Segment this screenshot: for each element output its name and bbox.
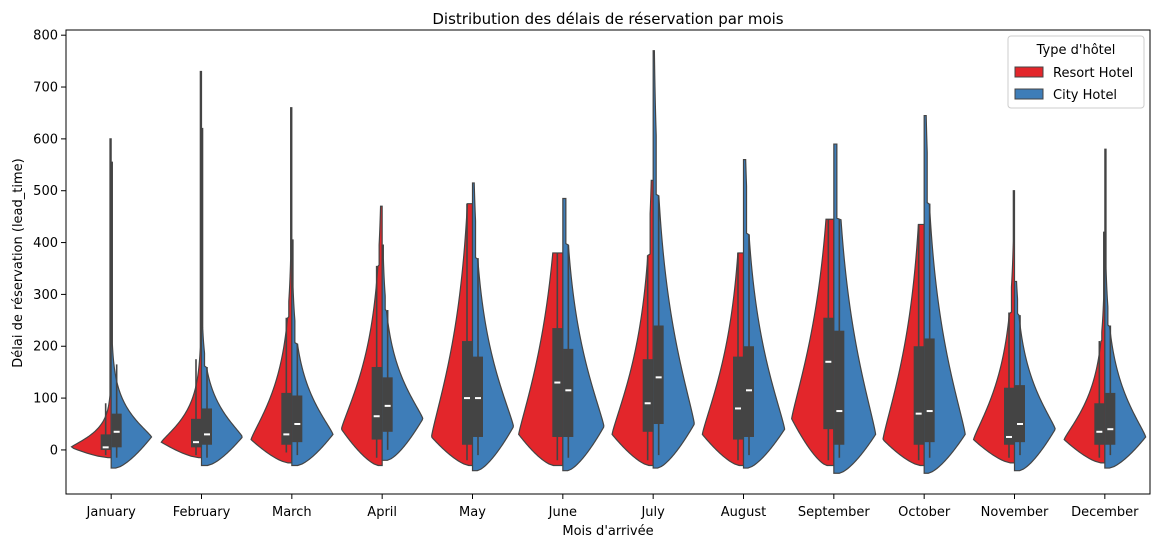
inner-box [111,413,122,448]
violin-resort-june [518,252,564,467]
inner-box [563,348,574,437]
y-tick-label: 100 [33,392,58,407]
x-tick-label: July [640,505,665,520]
inner-box [924,338,935,443]
inner-box [823,317,834,430]
violin-resort-march [250,107,293,464]
x-tick-label: June [548,505,577,520]
x-tick-label: December [1071,505,1139,520]
inner-box [100,434,111,450]
inner-box [462,341,472,445]
x-tick-label: November [981,505,1049,520]
y-tick-label: 200 [33,340,58,355]
y-axis: 0 100 200 300 400 500 600 700 800 [33,29,66,458]
x-tick-label: August [721,505,767,520]
y-tick-label: 300 [33,288,58,303]
violin-city-december [1104,148,1147,469]
legend-label-city: City Hotel [1053,88,1117,103]
violin-resort-september [791,218,835,467]
x-tick-label: September [798,505,871,520]
legend-swatch-city [1014,88,1044,100]
inner-box [281,392,292,445]
y-axis-label: Délai de réservation (lead_time) [11,158,26,367]
inner-box [653,325,664,425]
inner-box [202,408,212,445]
legend: Type d'hôtel Resort Hotel City Hotel [1007,35,1145,109]
x-axis-label: Mois d'arrivée [562,524,653,539]
y-tick-label: 700 [33,81,58,96]
inner-box [1105,392,1116,445]
x-tick-label: April [367,505,397,520]
y-tick-label: 400 [33,236,58,251]
chart-title: Distribution des délais de réservation p… [432,10,783,28]
y-tick-label: 500 [33,184,58,199]
inner-box [913,346,924,445]
inner-box [191,418,201,448]
inner-box [382,377,393,432]
legend-label-resort: Resort Hotel [1053,66,1133,81]
plot-frame [65,29,1151,495]
legend-swatch-resort [1014,66,1044,78]
inner-box [1015,385,1025,443]
inner-box [642,359,653,432]
inner-box [733,356,743,440]
x-tick-label: February [173,505,231,520]
x-tick-label: October [898,505,951,520]
inner-box [834,330,845,445]
inner-box [1094,403,1105,445]
y-tick-label: 0 [50,443,58,458]
legend-title: Type d'hôtel [1036,43,1116,58]
x-tick-label: January [86,505,137,520]
x-tick-label: March [272,505,312,520]
y-tick-label: 600 [33,132,58,147]
plot-area [70,50,1147,474]
inner-box [473,356,483,437]
violin-resort-january [70,138,112,459]
y-tick-label: 800 [33,29,58,44]
inner-box [292,395,303,443]
x-tick-label: May [459,505,486,520]
x-axis: January February March April May June July Augu… [86,494,1139,520]
inner-box [371,366,382,440]
inner-box [1004,387,1014,445]
inner-box [744,346,754,437]
